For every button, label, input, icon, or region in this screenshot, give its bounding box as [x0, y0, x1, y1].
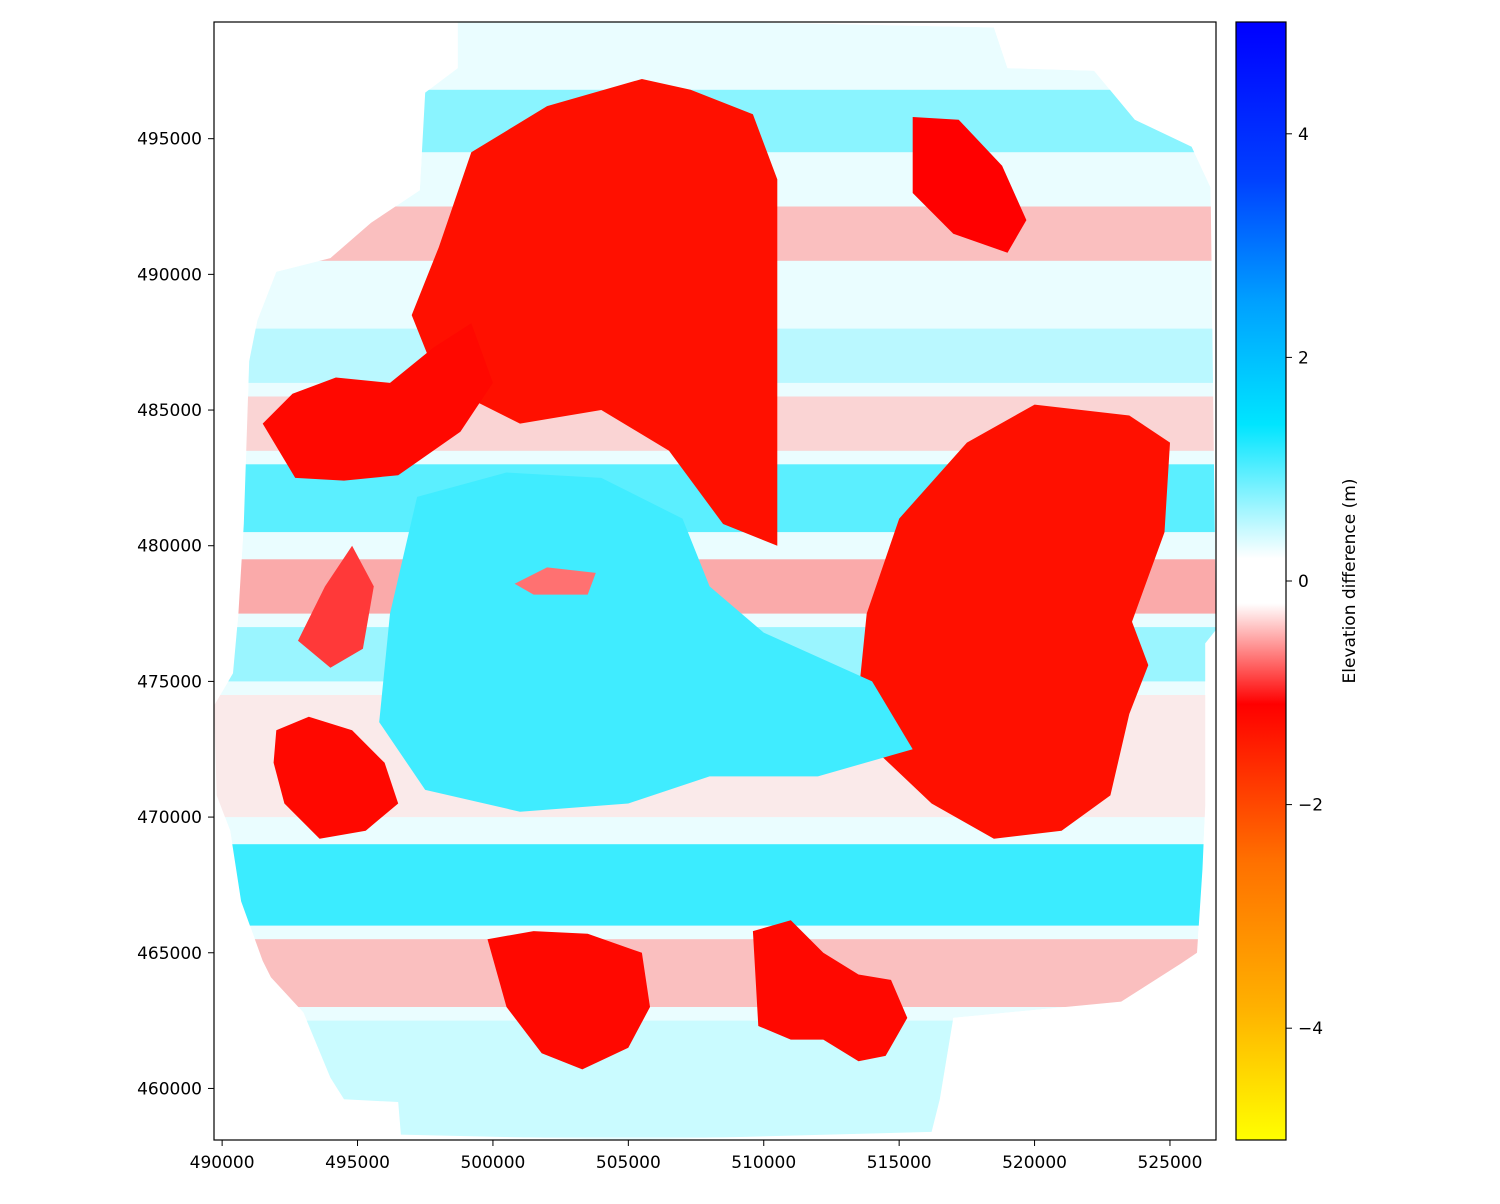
region-west-red — [298, 545, 374, 668]
x-tick-label: 490000 — [190, 1153, 255, 1173]
swath-band — [214, 844, 1216, 926]
y-tick-label: 470000 — [137, 808, 202, 828]
region-south-center-red — [487, 931, 650, 1070]
axes-frame — [213, 21, 1217, 1141]
x-tick-label: 505000 — [596, 1153, 661, 1173]
y-tick-label: 460000 — [137, 1079, 202, 1099]
y-tick-label: 475000 — [137, 672, 202, 692]
y-tick-label: 490000 — [137, 265, 202, 285]
y-axis: 460000 465000 470000 475000 480000 485000 4900… — [137, 130, 214, 1099]
x-axis: 490000 495000 500000 505000 510000 515000 5200… — [190, 1140, 1203, 1173]
x-tick-label: 510000 — [731, 1153, 796, 1173]
colorbar-tick-label: 2 — [1298, 348, 1309, 368]
colorbar-tick-label: 0 — [1298, 572, 1309, 592]
region-north-red — [411, 79, 778, 546]
elevation-map — [214, 22, 1216, 1140]
y-tick-label: 480000 — [137, 537, 202, 557]
y-tick-label: 495000 — [137, 130, 202, 150]
region-northwest-red — [262, 323, 493, 481]
x-tick-label: 515000 — [867, 1153, 932, 1173]
y-tick-label: 485000 — [137, 401, 202, 421]
region-central-cyan — [379, 472, 913, 812]
region-northeast-red — [912, 117, 1027, 253]
colorbar-tick-label: −4 — [1298, 1019, 1323, 1039]
x-tick-label: 520000 — [1002, 1153, 1067, 1173]
colorbar-tick-label: −2 — [1298, 796, 1323, 816]
colorbar: −4 −2 0 2 4 Elevation difference (m) — [1235, 21, 1360, 1141]
colorbar-tick-label: 4 — [1298, 125, 1309, 145]
y-tick-label: 465000 — [137, 944, 202, 964]
x-tick-label: 525000 — [1138, 1153, 1203, 1173]
swath-band — [214, 1020, 1216, 1138]
colorbar-ticks: −4 −2 0 2 4 — [1286, 125, 1323, 1039]
region-southwest-red — [273, 716, 399, 839]
x-tick-label: 500000 — [460, 1153, 525, 1173]
region-south-east-red — [752, 920, 908, 1062]
x-tick-label: 495000 — [325, 1153, 390, 1173]
colorbar-label: Elevation difference (m) — [1340, 479, 1360, 684]
region-east-red — [858, 404, 1170, 839]
plot-area — [214, 22, 1216, 1140]
swath-band — [214, 939, 1216, 1007]
region-center-red-streak — [514, 567, 596, 595]
colorbar-gradient — [1235, 21, 1287, 1141]
